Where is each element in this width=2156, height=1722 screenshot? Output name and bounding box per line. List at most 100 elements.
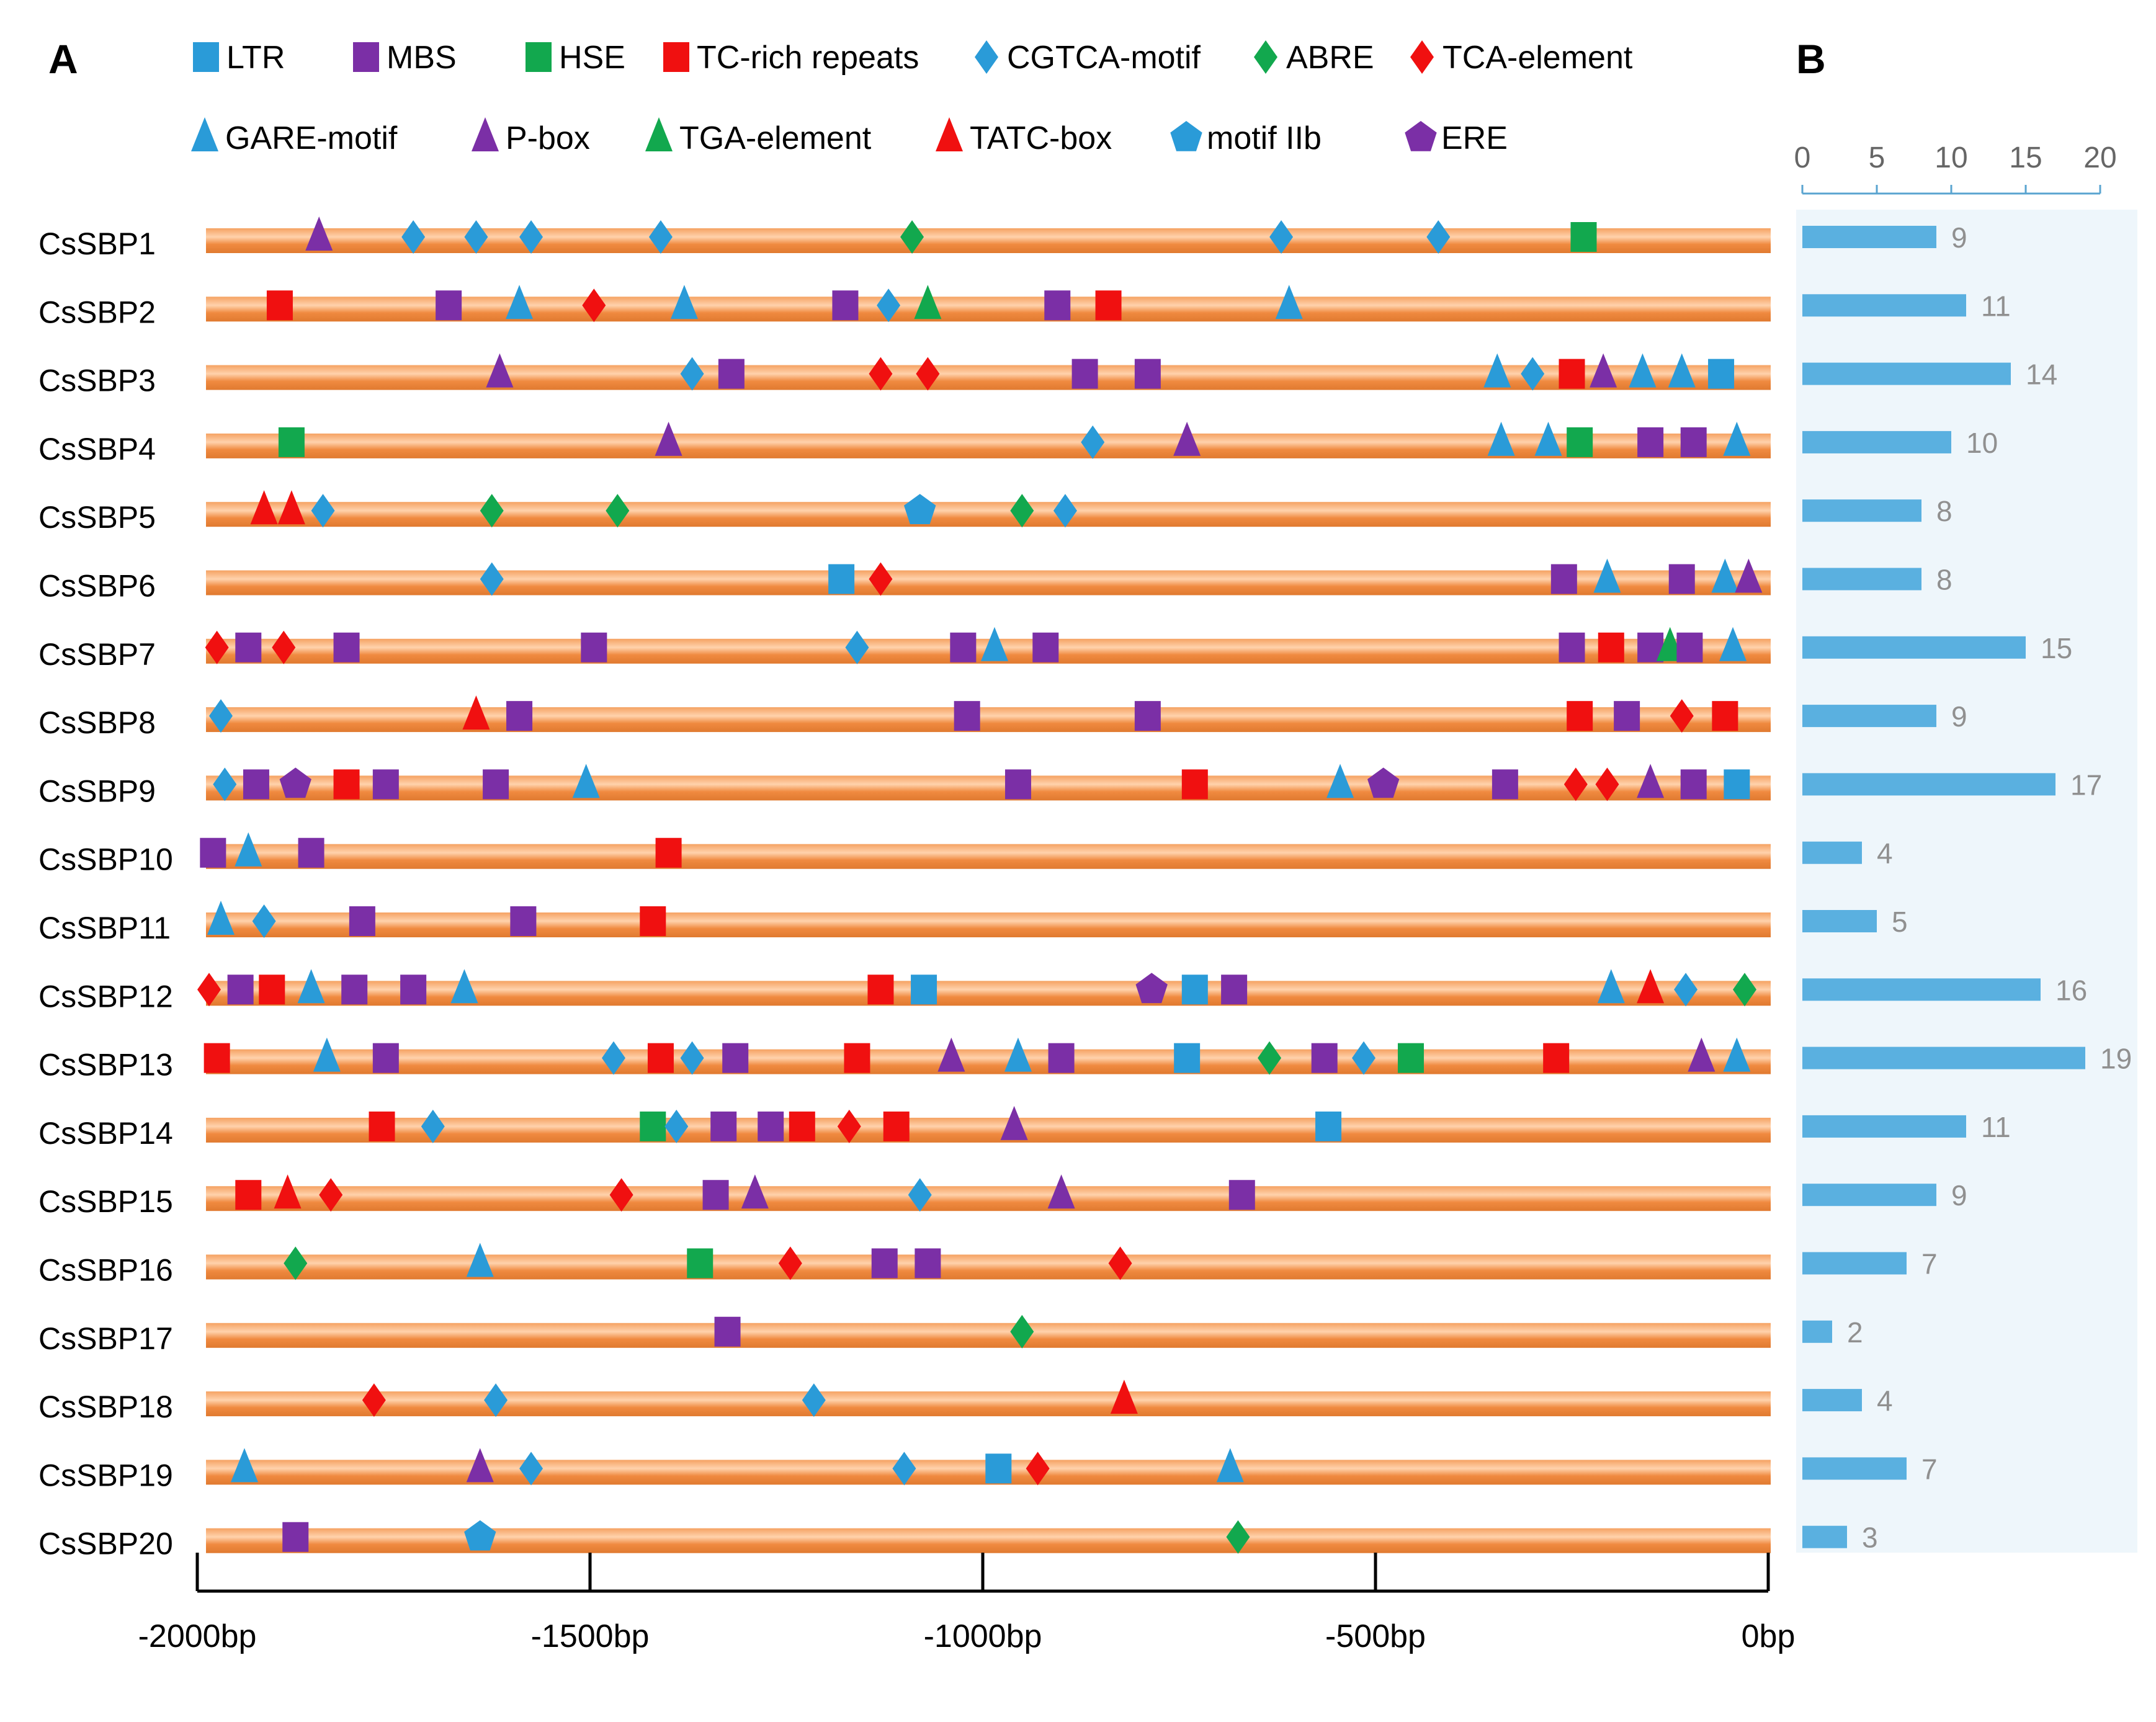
cis-element-marker-mbs (372, 1043, 399, 1073)
legend-label: GARE-motif (225, 120, 398, 156)
gene-label: CsSBP11 (38, 911, 171, 945)
legend-swatch-pentagon (1170, 121, 1202, 151)
cis-element-marker-cgtca (601, 1041, 625, 1075)
cis-element-marker-mbs (954, 701, 980, 731)
gene-row: CsSBP20 (38, 1520, 1771, 1561)
count-bar (1802, 841, 1862, 864)
legend-swatch-square (353, 42, 379, 72)
cis-element-marker-pbox (1735, 558, 1763, 593)
cis-element-marker-tc (1598, 632, 1624, 662)
cis-element-marker-abre (606, 494, 630, 528)
cis-element-marker-pbox (1688, 1037, 1715, 1072)
cis-element-marker-pbox (1047, 1174, 1075, 1209)
legend-item-tc: TC-rich repeats (663, 40, 919, 76)
gene-row: CsSBP10 (38, 832, 1771, 877)
count-bar (1802, 499, 1921, 522)
promoter-bar (206, 981, 1771, 1006)
count-value-label: 3 (1862, 1522, 1878, 1554)
legend-label: CGTCA-motif (1007, 40, 1201, 76)
count-bar (1802, 1115, 1966, 1138)
cis-element-marker-tc (647, 1043, 674, 1073)
promoter-bar (206, 1391, 1771, 1417)
legend-item-gare: GARE-motif (191, 117, 398, 156)
legend-label: P-box (506, 120, 590, 156)
cis-element-marker-pbox (1590, 353, 1617, 388)
cis-element-marker-mbs (341, 975, 368, 1005)
cis-element-marker-pbox (655, 421, 682, 456)
cis-element-marker-tc (204, 1043, 230, 1073)
cis-element-marker-gare (1597, 969, 1625, 1004)
cis-element-marker-tca (197, 973, 221, 1007)
legend-item-tga: TGA-element (645, 117, 872, 156)
count-tick-label: 0 (1794, 141, 1811, 174)
x-tick-label: -2000bp (138, 1618, 257, 1654)
cis-element-marker-mbs (1048, 1043, 1075, 1073)
x-tick-label: -1000bp (924, 1618, 1042, 1654)
cis-element-marker-tc (844, 1043, 870, 1073)
cis-element-marker-gare (670, 285, 698, 319)
cis-element-marker-abre (1010, 494, 1034, 528)
cis-element-marker-tca (1108, 1246, 1132, 1280)
promoter-bar (206, 1254, 1771, 1280)
promoter-bar (206, 844, 1771, 869)
count-bar (1802, 1320, 1832, 1343)
cis-element-marker-hse (1397, 1043, 1424, 1073)
cis-element-marker-pbox (741, 1174, 769, 1209)
cis-element-marker-cgtca (484, 1383, 508, 1417)
cis-element-marker-cgtca (680, 1041, 704, 1075)
cis-element-marker-mbs (510, 906, 537, 936)
count-value-label: 11 (1981, 290, 2011, 322)
legend-item-tatc: TATC-box (936, 117, 1112, 156)
gene-label: CsSBP19 (38, 1458, 173, 1492)
cis-element-marker-tc (640, 906, 666, 936)
cis-element-marker-tca (1563, 767, 1588, 801)
cis-element-marker-mbs (436, 290, 462, 321)
cis-element-marker-tc (867, 975, 894, 1005)
gene-label: CsSBP16 (38, 1253, 173, 1288)
legend-label: HSE (559, 40, 625, 76)
cis-element-marker-tca (319, 1178, 343, 1212)
gene-promoters-layer: CsSBP1 CsSBP2 CsSBP3 CsSBP4 CsSBP5 CsSBP6 CsSB… (38, 216, 1771, 1561)
promoter-bar (206, 502, 1771, 527)
cis-element-marker-mbs (915, 1248, 941, 1278)
cis-element-marker-tc (235, 1180, 262, 1210)
gene-row: CsSBP19 (38, 1448, 1771, 1492)
cis-element-marker-tca (609, 1178, 633, 1212)
cis-element-marker-tc (1712, 701, 1738, 731)
cis-element-marker-tatc (250, 490, 278, 525)
cis-element-marker-mbs (200, 837, 226, 868)
legend: LTR MBS HSE TC-rich repeats CGTCA-motif ABRE T… (191, 40, 1633, 156)
legend-swatch-square (526, 42, 552, 72)
cis-element-marker-iib (464, 1520, 496, 1551)
cis-element-marker-tc (1181, 769, 1208, 800)
count-value-label: 8 (1936, 495, 1952, 527)
cis-element-marker-tc (883, 1111, 910, 1141)
gene-row: CsSBP17 (38, 1314, 1771, 1356)
cis-element-marker-gare (230, 1448, 258, 1483)
legend-item-cgtca: CGTCA-motif (975, 40, 1201, 76)
cis-element-marker-mbs (1311, 1043, 1338, 1073)
gene-row: CsSBP5 (38, 490, 1771, 535)
cis-element-marker-ltr (1724, 769, 1750, 800)
legend-label: ABRE (1286, 40, 1374, 76)
cis-element-marker-mbs (483, 769, 509, 800)
cis-element-marker-cgtca (519, 220, 543, 254)
promoter-bar (206, 1186, 1771, 1211)
legend-item-mbs: MBS (353, 40, 457, 76)
cis-element-marker-hse (1570, 222, 1597, 252)
cis-element-marker-tc (789, 1111, 815, 1141)
cis-element-marker-mbs (506, 701, 533, 731)
legend-swatch-triangle (645, 117, 673, 151)
gene-row: CsSBP12 (38, 969, 1771, 1014)
legend-label: TC-rich repeats (697, 40, 919, 76)
legend-label: ERE (1441, 120, 1508, 156)
cis-element-marker-abre (1226, 1520, 1250, 1554)
count-value-label: 4 (1877, 1385, 1893, 1417)
gene-label: CsSBP14 (38, 1116, 173, 1151)
cis-element-marker-gare (1326, 764, 1354, 798)
gene-label: CsSBP7 (38, 637, 156, 672)
cis-element-marker-cgtca (664, 1109, 689, 1143)
cis-element-marker-mbs (718, 359, 745, 389)
legend-item-hse: HSE (526, 40, 625, 76)
count-value-label: 16 (2055, 974, 2087, 1006)
